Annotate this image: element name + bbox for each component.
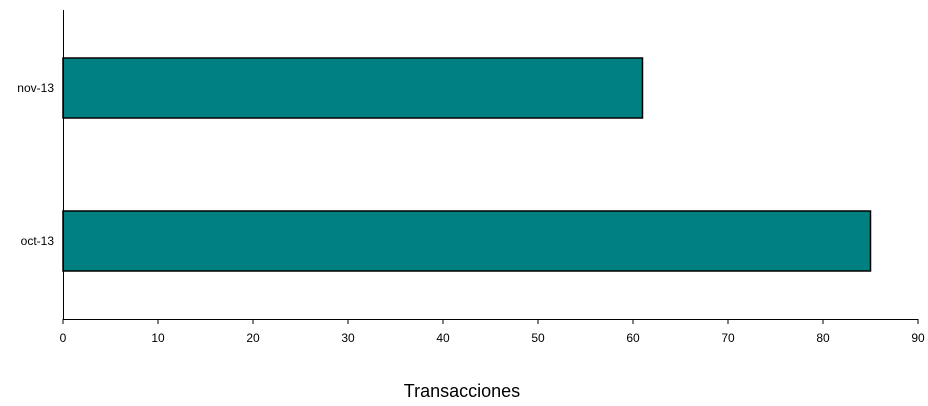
x-tick-labels: 0 10 20 30 40 50 60 70 80 90 — [60, 319, 925, 345]
x-tick-label: 40 — [436, 331, 450, 345]
x-tick-label: 20 — [246, 331, 260, 345]
y-tick-label: oct-13 — [21, 234, 55, 248]
axes-layer — [63, 10, 918, 320]
y-tick-label: nov-13 — [17, 81, 54, 95]
x-tick-label: 10 — [151, 331, 165, 345]
bars-layer — [62, 57, 872, 272]
y-tick-labels: nov-13 oct-13 — [17, 81, 54, 248]
x-tick-label: 50 — [531, 331, 545, 345]
bar-oct-13 — [62, 210, 872, 272]
x-axis-title: Transacciones — [404, 381, 520, 401]
x-tick-label: 60 — [626, 331, 640, 345]
x-tick-label: 70 — [721, 331, 735, 345]
bar-nov-13 — [62, 57, 644, 119]
x-tick-label: 30 — [341, 331, 355, 345]
x-tick-label: 90 — [911, 331, 925, 345]
x-tick-label: 80 — [816, 331, 830, 345]
x-tick-label: 0 — [60, 331, 67, 345]
